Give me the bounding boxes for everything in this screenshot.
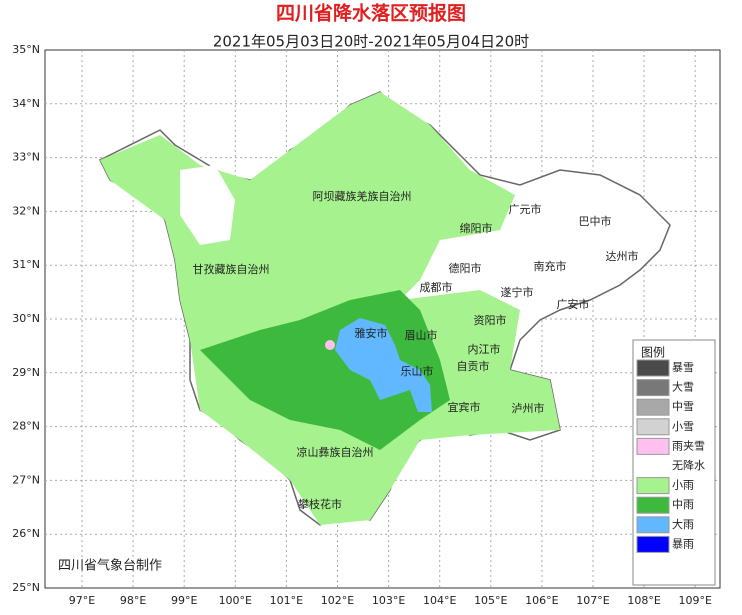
legend-swatch — [636, 496, 670, 514]
legend-swatch — [637, 458, 669, 474]
place-label: 达州市 — [606, 249, 639, 263]
legend-swatch — [636, 535, 670, 553]
lon-label: 98°E — [120, 594, 146, 607]
place-label: 遂宁市 — [501, 285, 534, 299]
lon-label: 107°E — [576, 594, 609, 607]
lon-label: 109°E — [678, 594, 711, 607]
place-label: 泸州市 — [512, 401, 545, 415]
place-label: 眉山市 — [405, 328, 438, 342]
place-label: 广安市 — [557, 297, 590, 311]
place-label: 甘孜藏族自治州 — [193, 262, 270, 276]
place-label: 自贡市 — [457, 359, 490, 373]
axis-labels: 35°N 34°N 33°N 32°N 31°N 30°N 29°N 28°N 27°N 26°N… — [12, 43, 712, 607]
lat-label: 27°N — [12, 473, 40, 486]
lon-label: 99°E — [171, 594, 197, 607]
legend-label: 暴雨 — [672, 537, 694, 550]
place-label: 资阳市 — [474, 313, 507, 327]
place-label: 雅安市 — [355, 326, 388, 340]
lon-label: 97°E — [69, 594, 95, 607]
lon-label: 105°E — [474, 594, 507, 607]
footer: 四川省气象台制作 — [58, 558, 162, 574]
lon-label: 106°E — [525, 594, 558, 607]
lat-label: 26°N — [12, 527, 40, 540]
lat-label: 32°N — [12, 204, 40, 217]
lat-label: 29°N — [12, 366, 40, 379]
legend-swatch — [636, 477, 670, 495]
lat-label: 25°N — [12, 581, 40, 594]
place-label: 攀枝花市 — [298, 497, 342, 511]
lat-label: 28°N — [12, 420, 40, 433]
place-label: 内江市 — [468, 342, 501, 356]
lon-label: 102°E — [321, 594, 354, 607]
legend-label: 大雪 — [672, 380, 694, 394]
place-label: 南充市 — [534, 259, 567, 273]
legend-swatch — [636, 379, 670, 397]
legend-label: 小雨 — [672, 479, 694, 492]
legend-label: 大雨 — [672, 517, 694, 531]
legend-title: 图例 — [641, 346, 665, 360]
legend-swatch — [636, 359, 670, 377]
place-label: 宜宾市 — [448, 400, 481, 414]
place-label: 德阳市 — [449, 261, 482, 275]
lon-label: 108°E — [627, 594, 660, 607]
lat-label: 31°N — [12, 258, 40, 271]
legend-label: 雨夹雪 — [672, 439, 705, 452]
legend-swatch — [636, 437, 670, 455]
subtitle: 2021年05月03日20时-2021年05月04日20时 — [213, 33, 529, 51]
place-label: 凉山彝族自治州 — [297, 445, 374, 459]
legend-swatch — [636, 418, 670, 436]
heavy-rain-area — [335, 318, 432, 412]
place-label: 成都市 — [420, 280, 453, 294]
legend-label: 中雪 — [672, 400, 694, 413]
title: 四川省降水落区预报图 — [276, 2, 466, 25]
legend-label: 小雪 — [672, 420, 694, 433]
place-label: 乐山市 — [401, 364, 434, 378]
legend-label: 无降水 — [672, 458, 705, 472]
place-label: 巴中市 — [579, 214, 612, 228]
legend-swatch — [636, 398, 670, 416]
legend-label: 中雨 — [672, 498, 694, 511]
place-label: 广元市 — [509, 202, 542, 216]
lon-label: 104°E — [423, 594, 456, 607]
place-label: 阿坝藏族羌族自治州 — [313, 189, 412, 203]
no-rain-patch — [180, 165, 235, 245]
lat-label: 35°N — [12, 43, 40, 56]
place-labels: 阿坝藏族羌族自治州 广元市 巴中市 绵阳市 达州市 甘孜藏族自治州 德阳市 南充… — [193, 189, 639, 511]
sleet-spot — [325, 340, 335, 350]
lat-label: 30°N — [12, 312, 40, 325]
legend-swatch — [636, 516, 670, 534]
lon-label: 103°E — [372, 594, 405, 607]
place-label: 绵阳市 — [460, 221, 493, 235]
lon-label: 100°E — [219, 594, 252, 607]
lon-label: 101°E — [270, 594, 303, 607]
lat-label: 33°N — [12, 151, 40, 164]
legend-label: 暴雪 — [672, 361, 694, 374]
lat-label: 34°N — [12, 97, 40, 110]
